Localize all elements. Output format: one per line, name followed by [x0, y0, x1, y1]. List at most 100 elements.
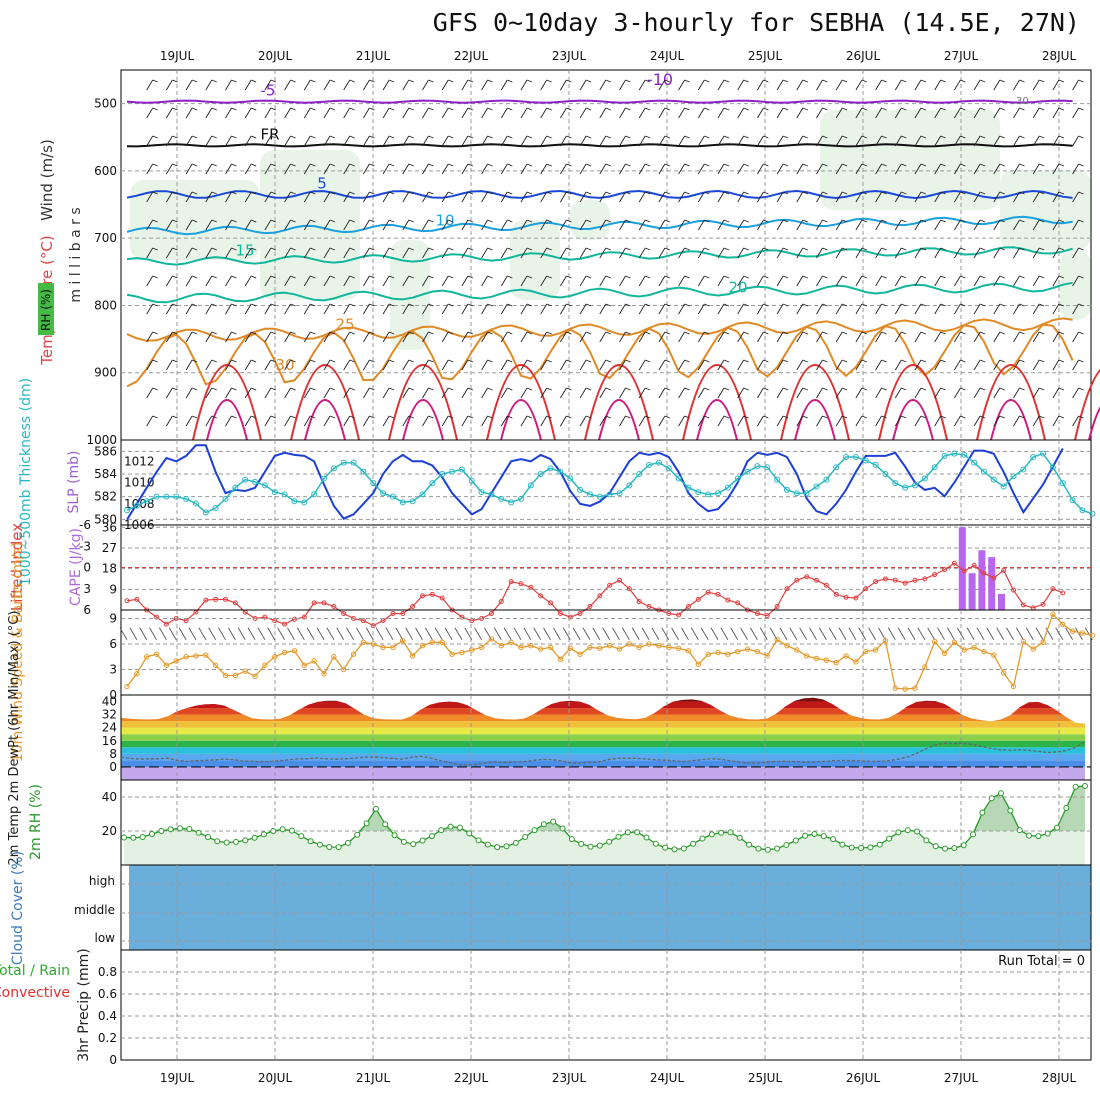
wind-barb — [776, 191, 789, 203]
wind-barbs — [146, 79, 1084, 427]
wind-barb — [303, 247, 316, 259]
wind-barb — [323, 191, 336, 203]
wind-barb — [658, 303, 671, 315]
wind-barb — [500, 415, 513, 427]
wind-barb — [303, 163, 316, 175]
rh-point — [671, 846, 678, 853]
wind-barb — [855, 303, 868, 315]
wind-barb — [816, 79, 828, 91]
wind-speed-point — [528, 643, 534, 649]
wind-barb — [520, 219, 533, 231]
wind-barb — [796, 331, 808, 343]
rh-point — [382, 821, 389, 828]
isotherm-line — [976, 364, 1046, 441]
wind-barb — [343, 387, 355, 399]
wind-barb — [835, 387, 848, 399]
wind-barb — [166, 387, 178, 399]
isotherm-line — [500, 399, 542, 441]
wind-barb — [757, 331, 769, 343]
wind-speed-point — [1089, 632, 1096, 639]
wind-barb — [303, 331, 316, 343]
wind-barb — [500, 331, 513, 343]
wind-barb — [424, 627, 433, 640]
wind-barb — [1052, 79, 1065, 91]
wind-barb — [954, 163, 966, 175]
thickness-point — [626, 482, 633, 489]
wind-barb — [363, 275, 375, 287]
thickness-point — [843, 454, 850, 460]
rh-point — [466, 830, 473, 837]
lifted-index-point — [774, 603, 780, 609]
wind-barb — [464, 627, 473, 640]
wind-barb — [973, 387, 986, 399]
rh-point — [1016, 827, 1023, 834]
wind-barb — [678, 191, 690, 203]
wind-barb — [658, 219, 671, 231]
wind-barb — [855, 191, 868, 203]
wind-barb — [934, 387, 946, 399]
rh-point — [223, 839, 230, 846]
wind-barb — [185, 135, 198, 147]
wind-barb — [441, 415, 454, 427]
rh-point — [708, 831, 715, 838]
y-tick: 0 — [109, 1053, 117, 1067]
lifted-index-point — [213, 596, 219, 602]
thickness-point — [271, 489, 278, 496]
rh-point — [335, 844, 342, 851]
wind-barb — [973, 331, 986, 343]
wind-barb — [796, 303, 808, 315]
wind-barb — [759, 627, 768, 640]
wind-barb — [146, 191, 158, 203]
thickness-point — [419, 491, 426, 498]
lifted-index-point — [410, 603, 416, 609]
wind-barb — [816, 107, 828, 119]
wind-barb — [402, 275, 414, 287]
wind-barb — [1052, 387, 1065, 399]
isotherm-line — [126, 281, 1073, 304]
wind-barb — [267, 627, 276, 640]
wind-barb — [697, 135, 710, 147]
thickness-point — [143, 498, 150, 505]
wind-barb — [789, 627, 798, 640]
wind-barb — [954, 107, 966, 119]
thickness-point — [705, 491, 712, 498]
date-label-top: 24JUL — [650, 49, 685, 63]
wind-barb — [1072, 275, 1084, 287]
thickness-point — [252, 478, 259, 485]
lifted-index-point — [705, 589, 711, 595]
wind-barb — [954, 359, 966, 371]
wind-barb — [244, 163, 257, 175]
wind-barb — [934, 247, 946, 259]
wind-barb — [599, 219, 611, 231]
wind-barb — [481, 107, 493, 119]
wind-barb — [993, 415, 1005, 427]
wind-barb — [934, 79, 946, 91]
rh-point — [270, 828, 277, 834]
thickness-point — [1069, 497, 1076, 504]
wind-barb — [323, 163, 336, 175]
wind-barb — [579, 79, 592, 91]
wind-barb — [954, 387, 966, 399]
wind-barb — [1052, 135, 1065, 147]
lifted-index-point — [301, 614, 307, 620]
thickness-point — [803, 490, 810, 497]
wind-barb — [343, 219, 355, 231]
wind-barb — [907, 627, 916, 640]
rh-point — [792, 837, 799, 844]
wind-barb — [461, 303, 474, 315]
wind-barb — [619, 79, 631, 91]
y-tick: 0.4 — [98, 1009, 117, 1023]
y-tick-right: 1008 — [124, 497, 155, 511]
rh-point — [951, 845, 958, 852]
wind-barb — [796, 219, 808, 231]
thickness-point — [468, 477, 475, 484]
wind-barb — [816, 331, 828, 343]
wind-barb — [757, 415, 769, 427]
wind-barb — [363, 79, 375, 91]
cape-bar — [968, 573, 976, 610]
chart-title: GFS 0~10day 3-hourly for SEBHA (14.5E, 2… — [432, 8, 1080, 37]
wind-barb — [560, 303, 572, 315]
wind-barb — [835, 107, 848, 119]
wind-barb — [947, 627, 955, 640]
wind-barb — [757, 275, 769, 287]
